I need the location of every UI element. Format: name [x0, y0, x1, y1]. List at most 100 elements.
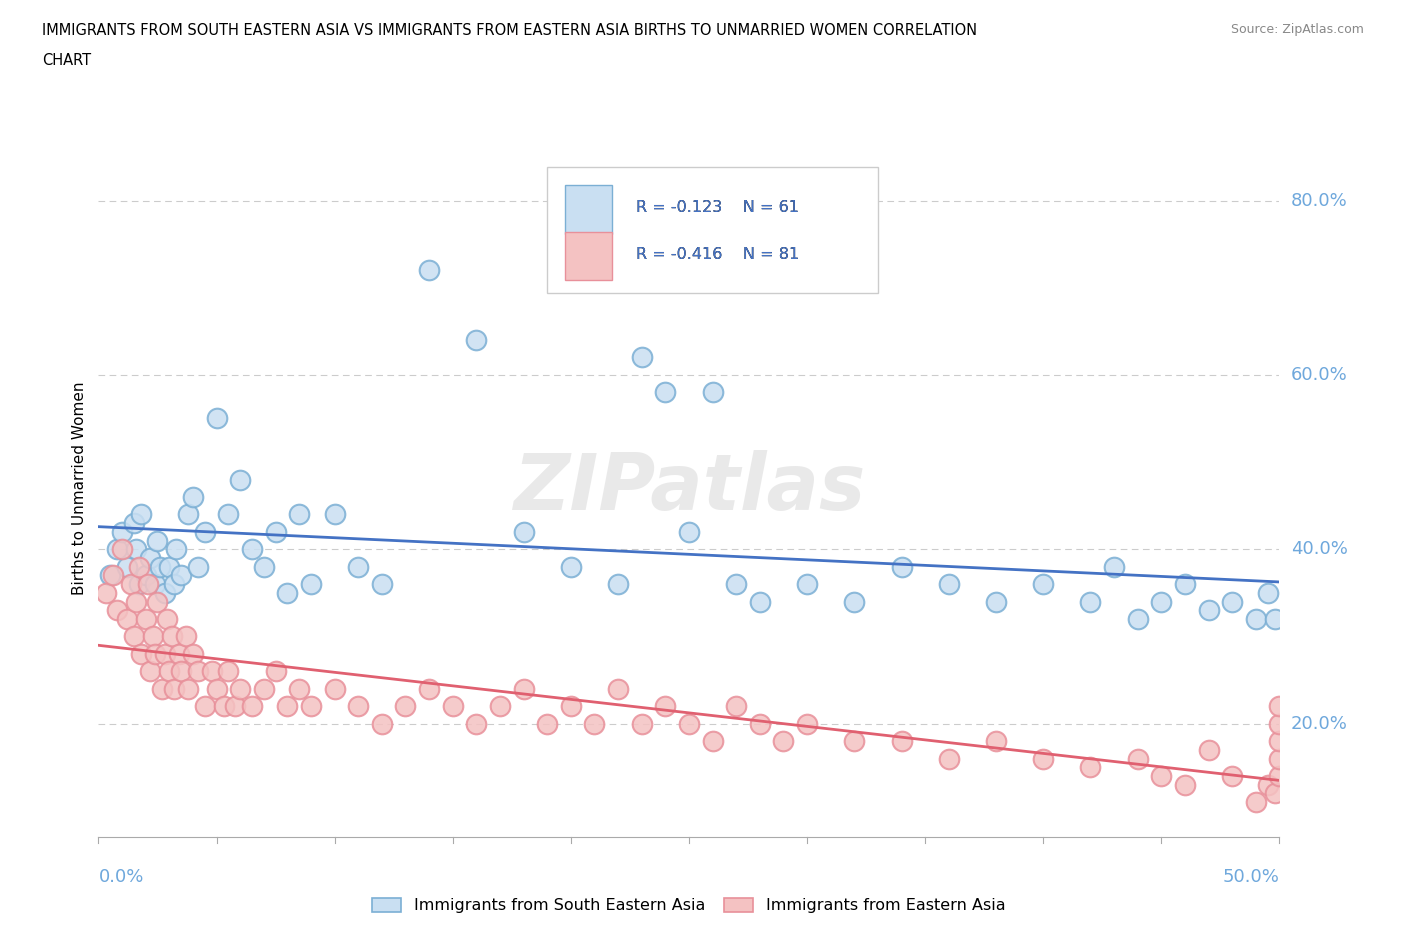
Point [264, 664, 287, 679]
Point [160, 629, 183, 644]
Point [796, 577, 818, 591]
Point [1198, 742, 1220, 757]
Point [796, 716, 818, 731]
Text: R = -0.123    N = 61: R = -0.123 N = 61 [636, 200, 799, 216]
Point [1268, 734, 1291, 749]
Point [1174, 577, 1197, 591]
Point [201, 664, 224, 679]
Point [122, 629, 145, 644]
Point [1032, 577, 1054, 591]
Point [181, 489, 204, 504]
Point [129, 507, 152, 522]
Point [607, 577, 630, 591]
Point [157, 559, 180, 574]
Point [135, 568, 157, 583]
Point [725, 577, 748, 591]
Point [1268, 716, 1291, 731]
Point [229, 682, 252, 697]
Point [938, 751, 960, 766]
Point [153, 646, 176, 661]
Point [170, 664, 193, 679]
Point [371, 716, 394, 731]
Point [1244, 794, 1267, 809]
Point [153, 586, 176, 601]
Point [253, 559, 276, 574]
Point [1198, 603, 1220, 618]
Point [94, 586, 117, 601]
Point [194, 698, 217, 713]
Legend: Immigrants from South Eastern Asia, Immigrants from Eastern Asia: Immigrants from South Eastern Asia, Immi… [366, 891, 1012, 920]
Point [264, 525, 287, 539]
Point [149, 559, 172, 574]
Point [224, 698, 246, 713]
Point [205, 682, 228, 697]
Point [748, 594, 770, 609]
Point [111, 542, 134, 557]
Point [98, 568, 121, 583]
Point [890, 734, 912, 749]
Point [143, 577, 166, 591]
Point [136, 577, 159, 591]
Point [418, 263, 440, 278]
Point [194, 525, 217, 539]
Point [139, 664, 162, 679]
Point [938, 577, 960, 591]
Point [146, 533, 169, 548]
Point [205, 411, 228, 426]
Point [1080, 760, 1102, 775]
Point [1268, 751, 1291, 766]
Point [276, 698, 298, 713]
Point [129, 646, 152, 661]
Point [1174, 777, 1197, 792]
Point [607, 682, 630, 697]
Point [702, 734, 724, 749]
Point [465, 716, 488, 731]
Point [1126, 751, 1149, 766]
Text: R = -0.416    N = 81: R = -0.416 N = 81 [636, 247, 799, 262]
Point [111, 525, 134, 539]
Point [1220, 768, 1243, 783]
Point [630, 716, 652, 731]
Point [128, 577, 150, 591]
FancyBboxPatch shape [565, 232, 612, 281]
Point [212, 698, 235, 713]
Point [156, 612, 179, 627]
Point [157, 664, 180, 679]
Point [1244, 612, 1267, 627]
Point [125, 542, 148, 557]
Point [101, 568, 124, 583]
Point [371, 577, 394, 591]
Point [702, 385, 724, 400]
Point [177, 682, 200, 697]
Point [1264, 786, 1286, 801]
Point [512, 682, 534, 697]
Point [630, 350, 652, 365]
Point [170, 568, 193, 583]
Point [844, 734, 866, 749]
Point [1032, 751, 1054, 766]
Point [167, 646, 190, 661]
Point [323, 507, 346, 522]
Point [678, 525, 700, 539]
Point [125, 594, 148, 609]
Point [654, 698, 676, 713]
Point [288, 507, 311, 522]
Point [143, 646, 166, 661]
Point [105, 603, 128, 618]
Point [229, 472, 252, 487]
Point [253, 682, 276, 697]
Point [890, 559, 912, 574]
Point [347, 698, 370, 713]
Point [174, 629, 197, 644]
Point [394, 698, 416, 713]
Text: ZIPatlas: ZIPatlas [513, 450, 865, 526]
Point [347, 559, 370, 574]
Text: R = -0.123    N = 61: R = -0.123 N = 61 [636, 200, 799, 216]
Text: 80.0%: 80.0% [1291, 192, 1347, 209]
Point [139, 551, 162, 565]
Point [177, 507, 200, 522]
FancyBboxPatch shape [547, 167, 877, 293]
Point [984, 734, 1007, 749]
Point [844, 594, 866, 609]
Point [217, 507, 239, 522]
